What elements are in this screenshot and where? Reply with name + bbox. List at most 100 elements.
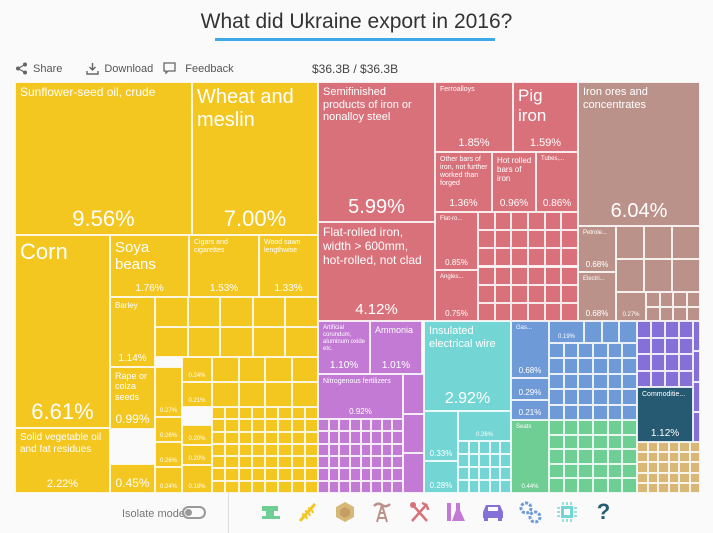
treemap-cell[interactable]	[651, 321, 665, 338]
treemap-cell[interactable]: 0.24%	[182, 357, 212, 382]
treemap-cell[interactable]	[658, 472, 669, 483]
treemap-cell[interactable]	[349, 480, 361, 493]
treemap-cell[interactable]	[478, 248, 495, 267]
treemap-cell[interactable]	[212, 382, 239, 407]
treemap-cell[interactable]	[672, 226, 700, 259]
treemap-cell[interactable]: Flat-ro... 0.85%	[435, 212, 478, 270]
treemap-cell[interactable]	[578, 404, 593, 420]
treemap-cell[interactable]	[593, 389, 608, 405]
treemap-cell[interactable]	[479, 454, 490, 467]
treemap-cell[interactable]	[658, 482, 669, 493]
treemap-cell[interactable]	[622, 420, 637, 435]
treemap-cell[interactable]	[304, 468, 318, 481]
treemap-cell[interactable]	[381, 419, 393, 432]
treemap-cell[interactable]	[220, 327, 253, 357]
treemap-cell[interactable]	[607, 420, 623, 435]
treemap-cell[interactable]	[339, 431, 350, 444]
treemap-cell[interactable]	[578, 389, 593, 405]
treemap-cell[interactable]	[291, 407, 305, 420]
treemap-cell[interactable]	[489, 441, 501, 454]
treemap-cell[interactable]	[187, 327, 221, 357]
treemap-cell[interactable]	[278, 480, 292, 493]
treemap-cell[interactable]	[511, 212, 528, 231]
treemap-cell[interactable]	[318, 480, 329, 493]
treemap-cell[interactable]	[651, 337, 665, 354]
treemap-cell[interactable]	[578, 343, 593, 359]
treemap-cell[interactable]	[339, 419, 350, 432]
treemap-cell[interactable]	[549, 463, 564, 479]
treemap-cell[interactable]	[544, 284, 562, 303]
treemap-cell[interactable]	[339, 443, 350, 456]
treemap-cell[interactable]	[693, 381, 700, 412]
treemap-cell[interactable]	[528, 284, 545, 303]
treemap-cell[interactable]	[251, 456, 265, 469]
treemap-cell[interactable]: 0.27%	[155, 367, 182, 417]
treemap-cell[interactable]	[651, 354, 665, 371]
treemap-cell[interactable]	[251, 431, 265, 444]
treemap-cell[interactable]	[478, 302, 495, 321]
treemap-cell[interactable]: 0.26%	[155, 417, 182, 442]
treemap-cell[interactable]: 0.21%	[182, 382, 212, 407]
treemap-cell[interactable]	[225, 468, 239, 481]
treemap-cell[interactable]: Iron ores and concentrates 6.04%	[578, 82, 700, 226]
treemap-cell[interactable]: Wheat and meslin 7.00%	[192, 82, 318, 235]
treemap-cell[interactable]	[549, 358, 564, 374]
treemap-cell[interactable]	[251, 443, 265, 457]
treemap-cell[interactable]	[155, 327, 188, 357]
treemap-cell[interactable]	[668, 442, 679, 453]
treemap-cell[interactable]: Soya beans 1.76%	[110, 235, 189, 297]
treemap-cell[interactable]	[360, 431, 372, 444]
treemap-cell[interactable]	[601, 321, 620, 343]
treemap-cell[interactable]	[478, 212, 495, 231]
treemap-cell[interactable]	[278, 407, 292, 420]
treemap-cell[interactable]	[238, 382, 265, 407]
treemap-cell[interactable]	[563, 478, 579, 493]
treemap-cell[interactable]	[561, 230, 578, 249]
treemap-cell[interactable]	[304, 456, 318, 469]
treemap-cell[interactable]	[371, 443, 382, 456]
metals-icon[interactable]	[400, 498, 437, 526]
treemap-cell[interactable]	[500, 480, 511, 493]
treemap-cell[interactable]	[561, 302, 578, 321]
treemap-cell[interactable]	[689, 482, 700, 493]
treemap-cell[interactable]	[658, 462, 669, 473]
treemap-cell[interactable]	[686, 292, 700, 307]
treemap-cell[interactable]	[238, 419, 252, 432]
treemap-cell[interactable]	[622, 343, 637, 359]
treemap-cell[interactable]	[607, 343, 623, 359]
treemap-cell[interactable]	[668, 452, 679, 463]
treemap-cell[interactable]	[637, 321, 651, 338]
treemap-cell[interactable]	[328, 456, 340, 469]
treemap-cell[interactable]	[578, 420, 593, 435]
treemap-cell[interactable]	[360, 456, 372, 469]
treemap-cell[interactable]	[619, 321, 637, 343]
treemap-cell[interactable]	[291, 357, 318, 382]
treemap-cell[interactable]	[647, 482, 658, 493]
treemap-cell[interactable]	[593, 463, 608, 479]
treemap-cell[interactable]	[238, 443, 252, 457]
treemap-cell[interactable]: Nitrogenous fertilizers 0.92%	[318, 374, 403, 419]
treemap-cell[interactable]	[665, 337, 679, 354]
stone-icon[interactable]	[326, 498, 363, 526]
treemap-cell[interactable]	[647, 452, 658, 463]
treemap-cell[interactable]	[225, 443, 239, 457]
treemap-cell[interactable]	[225, 456, 239, 469]
treemap-cell[interactable]	[593, 343, 608, 359]
treemap-cell[interactable]	[304, 443, 318, 457]
feedback-button[interactable]: Feedback	[163, 62, 234, 75]
treemap-cell[interactable]	[403, 413, 424, 454]
treemap-cell[interactable]	[658, 452, 669, 463]
treemap-cell[interactable]	[622, 449, 637, 464]
treemap-cell[interactable]	[511, 284, 528, 303]
treemap-cell[interactable]	[578, 434, 593, 450]
treemap-cell[interactable]	[528, 266, 545, 285]
treemap-cell[interactable]	[607, 478, 623, 493]
treemap-cell[interactable]	[318, 443, 329, 456]
treemap-cell[interactable]: Pig iron 1.59%	[513, 82, 578, 152]
treemap-cell[interactable]	[479, 467, 490, 480]
treemap-cell[interactable]	[647, 472, 658, 483]
treemap-cell[interactable]	[637, 452, 648, 463]
treemap-cell[interactable]: 0.26%	[155, 442, 182, 467]
treemap-cell[interactable]	[637, 354, 651, 371]
treemap-cell[interactable]: 0.29%	[511, 378, 549, 400]
